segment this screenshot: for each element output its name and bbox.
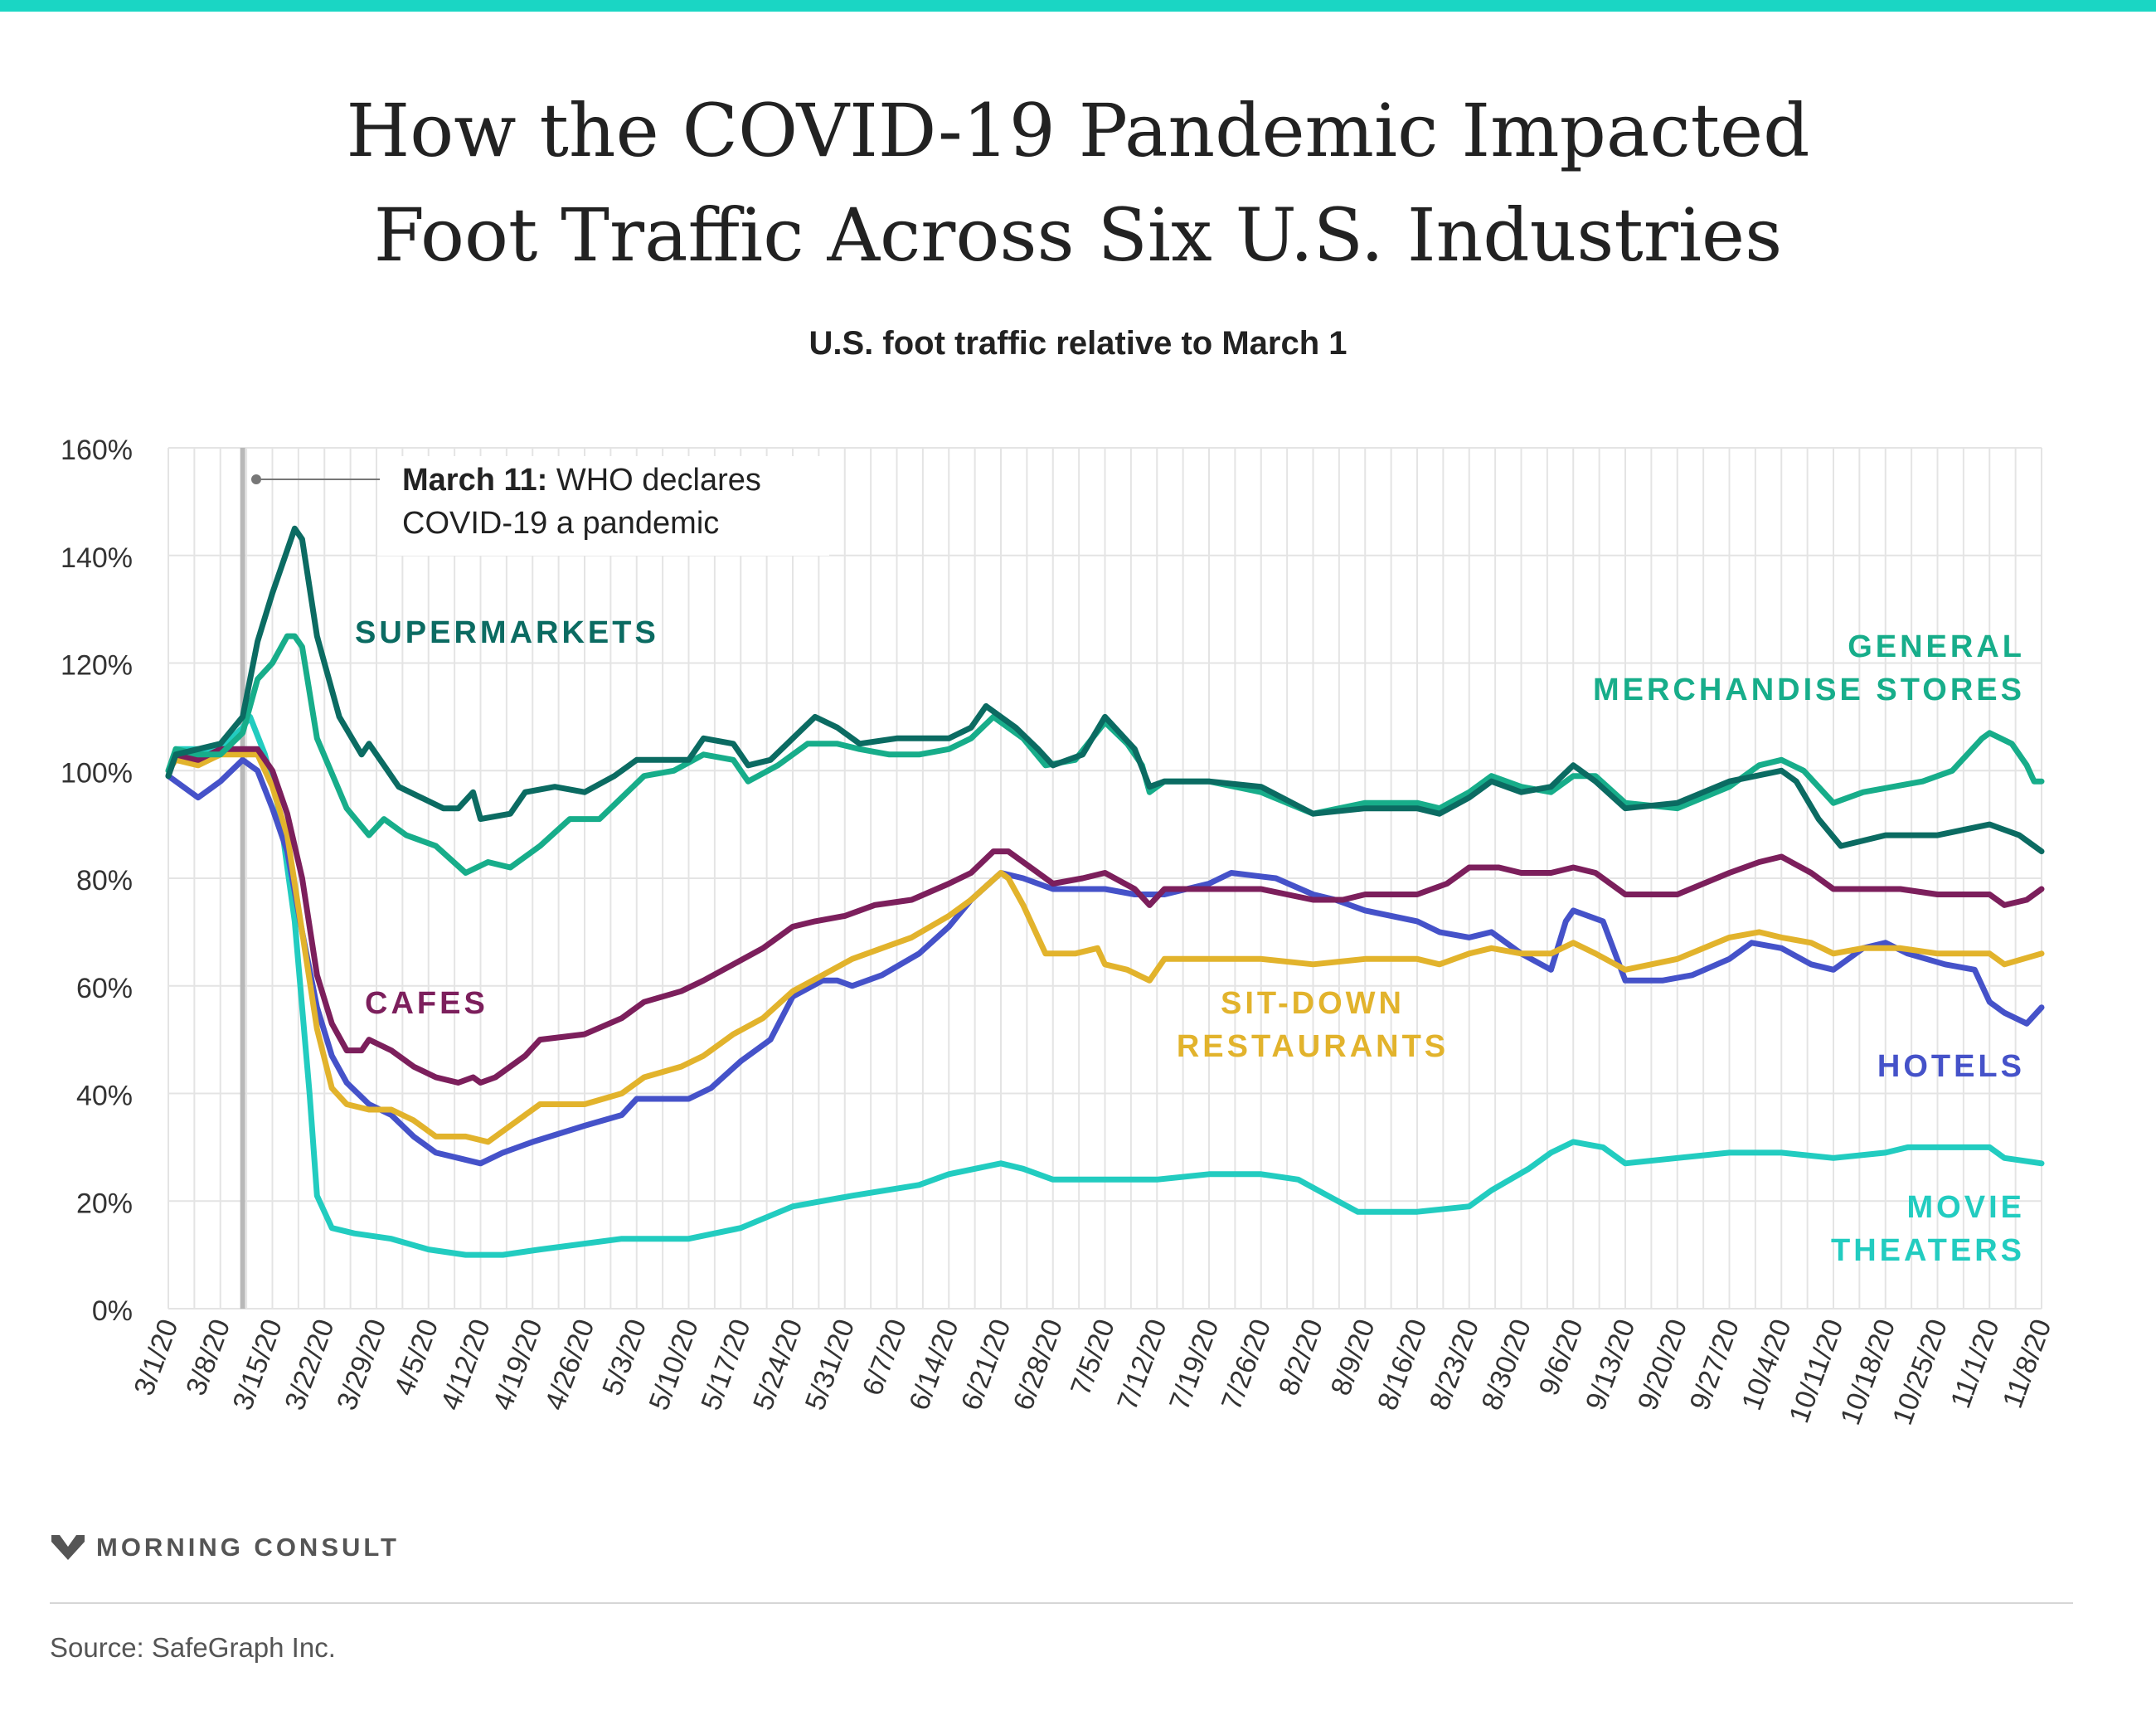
x-tick-label: 6/14/20 [903,1315,965,1415]
series-line-supermarkets [165,525,2045,855]
series-label: RESTAURANTS [1177,1029,1449,1064]
x-tick-label: 5/24/20 [747,1315,809,1415]
series-label: THEATERS [1831,1233,2025,1268]
x-tick-label: 10/4/20 [1736,1315,1798,1415]
y-tick-label: 80% [76,865,133,897]
series-label: HOTELS [1877,1049,2025,1084]
annotation-line-2: COVID-19 a pandemic [402,506,719,541]
morning-consult-logo-icon [51,1535,85,1560]
brand-name: MORNING CONSULT [96,1533,400,1562]
x-tick-label: 8/16/20 [1372,1315,1434,1415]
brand-logo: MORNING CONSULT [51,1533,400,1562]
title-line-2: Foot Traffic Across Six U.S. Industries [373,192,1783,278]
x-tick-label: 9/20/20 [1632,1315,1694,1415]
x-tick-label: 8/23/20 [1424,1315,1486,1415]
x-tick-label: 8/2/20 [1273,1315,1329,1400]
x-tick-label: 9/6/20 [1533,1315,1590,1400]
series-label: SUPERMARKETS [355,615,659,650]
x-tick-label: 8/30/20 [1476,1315,1538,1415]
x-tick-label: 7/12/20 [1111,1315,1173,1415]
pandemic-annotation: March 11: WHO declares COVID-19 a pandemi… [240,448,829,1309]
y-tick-label: 120% [61,650,133,682]
x-tick-label: 9/27/20 [1684,1315,1746,1415]
annotation-date-label: March 11: [402,463,547,498]
title-line-1: How the COVID-19 Pandemic Impacted [346,88,1810,173]
x-tick-label: 5/31/20 [799,1315,862,1415]
y-tick-label: 20% [76,1188,133,1219]
series-label: MOVIE [1907,1190,2025,1225]
x-tick-label: 9/13/20 [1580,1315,1642,1415]
x-tick-label: 4/12/20 [435,1315,498,1415]
x-tick-label: 6/21/20 [955,1315,1017,1415]
annotation-text: WHO declares [547,463,761,498]
x-axis-ticks: 3/1/203/8/203/15/203/22/203/29/204/5/204… [128,1315,2057,1429]
y-tick-label: 0% [92,1295,133,1327]
series-line-movie-theaters [165,713,2045,1258]
series-label: MERCHANDISE STORES [1593,673,2025,707]
series-label: SIT-DOWN [1221,986,1405,1021]
series-line-sit-down-restaurants [165,751,2045,1145]
top-accent-bar [0,0,2156,12]
x-tick-label: 4/26/20 [539,1315,601,1415]
series-label: GENERAL [1848,629,2025,664]
series-line-general-merchandise-stores [165,633,2045,876]
page-title: How the COVID-19 Pandemic Impacted Foot … [0,79,2156,288]
series-lines [165,525,2045,1258]
y-tick-label: 160% [61,435,133,466]
annotation-box [377,456,829,556]
x-tick-label: 3/15/20 [227,1315,289,1415]
line-chart: 0% 20% 40% 60% 80% 100% 120% 140% 160% 3/1/203/8… [61,435,2057,1429]
x-tick-label: 11/1/20 [1945,1315,2006,1412]
y-tick-label: 100% [61,757,133,789]
series-label: CAFES [365,986,488,1021]
x-tick-label: 4/19/20 [487,1315,549,1415]
x-tick-label: 5/17/20 [695,1315,757,1415]
y-tick-label: 40% [76,1081,133,1112]
y-tick-label: 140% [61,542,133,574]
x-tick-label: 7/26/20 [1216,1315,1278,1415]
x-tick-label: 3/29/20 [331,1315,393,1415]
x-tick-label: 6/28/20 [1008,1315,1070,1415]
x-tick-label: 7/5/20 [1065,1315,1121,1400]
x-tick-label: 5/10/20 [643,1315,706,1415]
x-tick-label: 11/8/20 [1997,1315,2058,1412]
series-labels: SUPERMARKETS GENERAL MERCHANDISE STORES CAF… [355,615,2025,1268]
x-tick-label: 3/1/20 [128,1315,184,1400]
source-note: Source: SafeGraph Inc. [50,1632,336,1663]
x-tick-label: 8/9/20 [1325,1315,1381,1400]
y-tick-label: 60% [76,973,133,1004]
series-line-hotels [165,756,2045,1167]
x-tick-label: 5/3/20 [596,1315,653,1400]
x-tick-label: 4/5/20 [388,1315,444,1400]
x-tick-label: 7/19/20 [1163,1315,1226,1415]
series-line-cafes [165,746,2045,1086]
chart-subtitle: U.S. foot traffic relative to March 1 [808,325,1348,362]
annotation-line-1: March 11: WHO declares [402,463,761,498]
y-axis-ticks: 0% 20% 40% 60% 80% 100% 120% 140% 160% [61,435,133,1327]
x-tick-label: 3/8/20 [180,1315,236,1400]
x-tick-label: 3/22/20 [279,1315,341,1415]
footer-divider [50,1602,2073,1604]
x-tick-label: 6/7/20 [857,1315,913,1400]
